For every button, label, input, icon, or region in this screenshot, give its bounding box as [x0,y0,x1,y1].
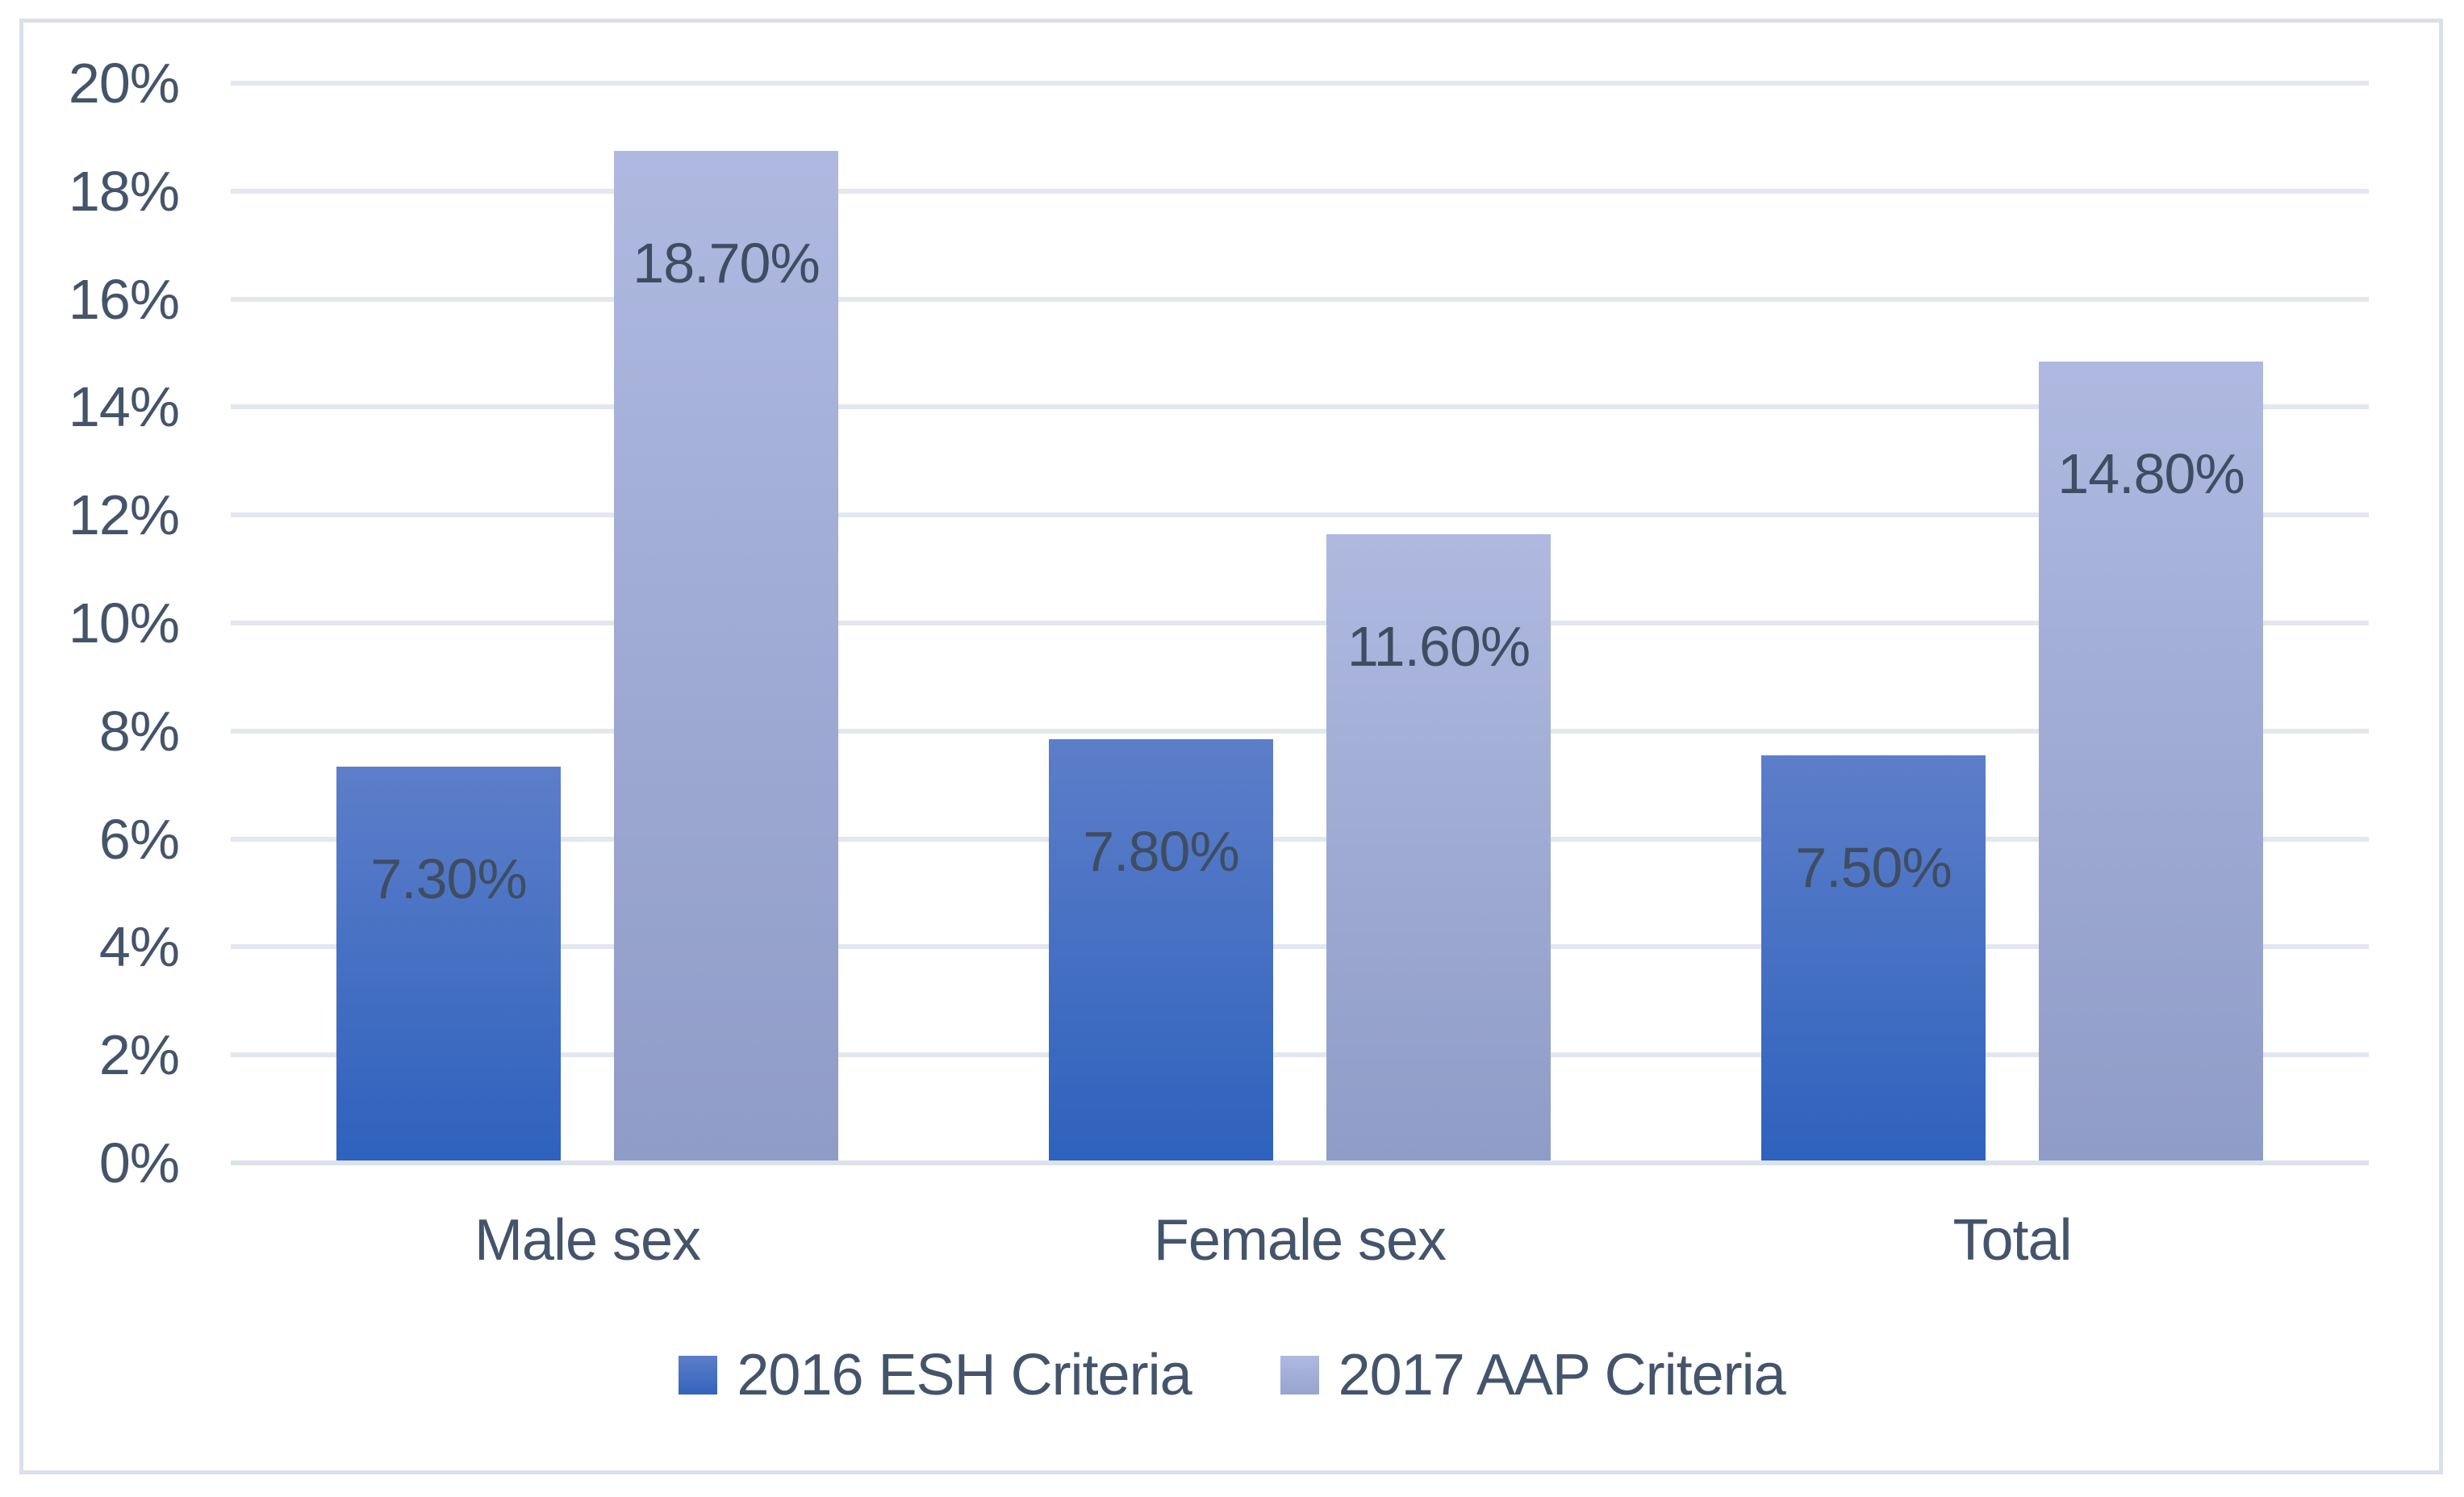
y-axis-tick-label: 10% [68,592,180,654]
data-label: 18.70% [633,232,820,295]
y-axis-tick-label: 18% [68,160,180,223]
gridline [231,512,2369,517]
data-label: 7.50% [1795,836,1952,899]
gridline [231,944,2369,949]
x-axis-line [231,1160,2369,1165]
data-label: 7.30% [370,847,527,910]
y-axis-tick-label: 4% [98,915,180,978]
y-axis-tick-label: 6% [98,808,180,871]
legend-item: 2016 ESH Criteria [679,1341,1192,1409]
gridline [231,1052,2369,1057]
y-axis-tick-label: 16% [68,268,180,331]
y-axis-tick-label: 2% [98,1023,180,1086]
y-axis-tick-label: 8% [98,700,180,763]
data-label: 7.80% [1083,820,1239,883]
gridline [231,404,2369,409]
x-axis-category-label: Total [1952,1208,2072,1273]
gridline [231,837,2369,842]
x-axis-category-label: Female sex [1153,1208,1447,1273]
legend-item: 2017 AAP Criteria [1280,1341,1786,1409]
y-axis-tick-label: 14% [68,375,180,438]
bar-2016-esh-criteria-female-sex [1049,739,1273,1160]
gridline [231,189,2369,194]
gridline [231,729,2369,734]
data-label: 11.60% [1347,615,1531,678]
legend-swatch-icon [1280,1356,1319,1395]
bar-2017-aap-criteria-male-sex [614,151,838,1160]
legend-label: 2017 AAP Criteria [1338,1343,1786,1407]
bar-2016-esh-criteria-total [1761,755,1986,1160]
legend-label: 2016 ESH Criteria [737,1343,1192,1407]
gridline [231,81,2369,86]
y-axis-tick-label: 20% [68,52,180,115]
y-axis-tick-label: 0% [98,1131,180,1194]
bar-2017-aap-criteria-female-sex [1326,534,1551,1160]
x-axis-category-label: Male sex [474,1208,701,1273]
y-axis-tick-label: 12% [68,483,180,546]
bar-2016-esh-criteria-male-sex [336,767,561,1160]
legend-swatch-icon [679,1356,718,1395]
gridline [231,621,2369,625]
gridline [231,297,2369,302]
data-label: 14.80% [2057,442,2245,505]
bar-2017-aap-criteria-total [2039,362,2263,1160]
legend: 2016 ESH Criteria 2017 AAP Criteria [0,1336,2464,1414]
